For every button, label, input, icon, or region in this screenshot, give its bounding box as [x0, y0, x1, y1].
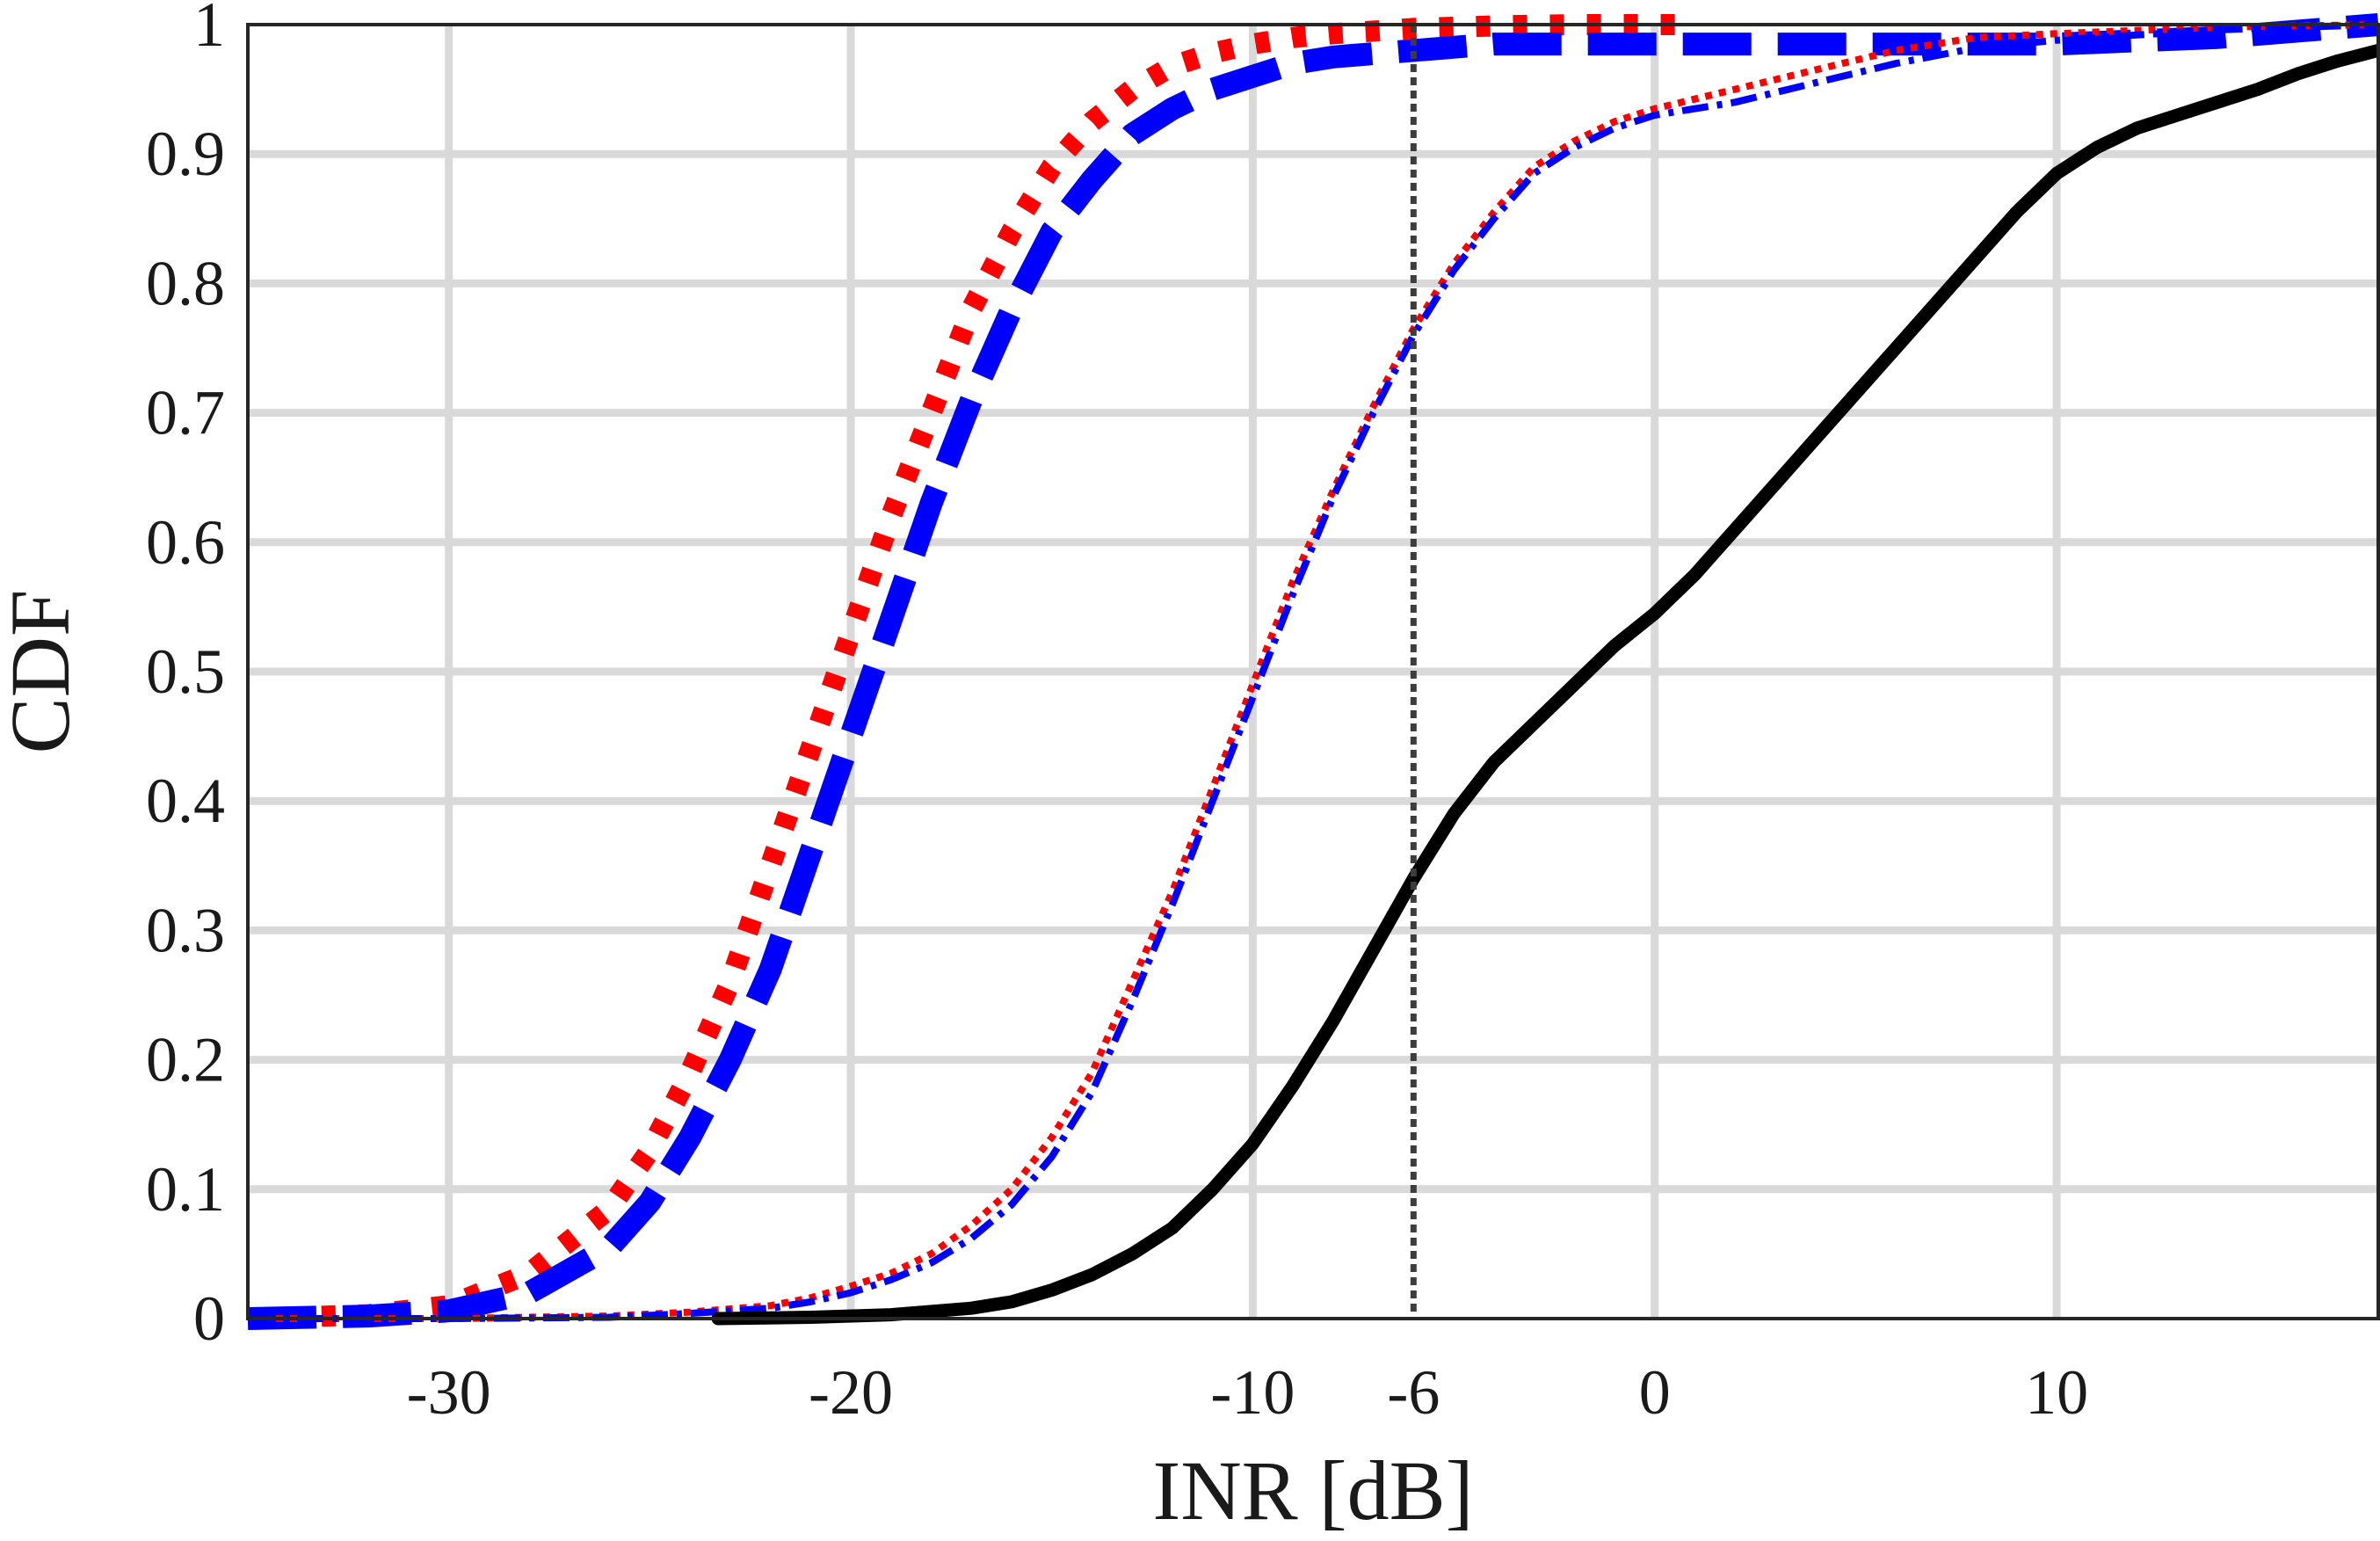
series-line-5	[711, 43, 2380, 1326]
y-tick-label: 0.1	[146, 1154, 225, 1225]
y-tick-labels: 0 0.1 0.2 0.3 0.4 0.5 0.6 0.7 0.8 0.9 1	[146, 0, 225, 1354]
x-tick-label: -6	[1387, 1357, 1440, 1428]
y-tick-label: 0.2	[146, 1025, 225, 1095]
x-tick-label: -20	[809, 1357, 893, 1428]
y-tick-label: 0.9	[146, 119, 225, 189]
plot-frame	[246, 23, 2380, 1320]
x-tick-label: 10	[2025, 1357, 2088, 1428]
y-tick-label: 0.3	[146, 895, 225, 965]
x-tick-label: -30	[407, 1357, 491, 1428]
y-tick-label: 0.8	[146, 248, 225, 318]
x-tick-labels: -30 -20 -10 -6 0 10	[407, 1357, 2088, 1428]
x-tick-label: -10	[1210, 1357, 1295, 1428]
y-tick-label: 0.4	[146, 766, 225, 836]
series-line-3	[248, 21, 2379, 1322]
y-tick-label: 0	[193, 1283, 225, 1354]
x-axis-title: INR [dB]	[1152, 1443, 1473, 1537]
y-tick-label: 0.6	[146, 507, 225, 578]
y-tick-label: 0.5	[146, 636, 225, 707]
series-layer	[247, 13, 2380, 1330]
series-line-1	[247, 14, 1695, 1329]
y-tick-label: 1	[193, 0, 225, 60]
y-axis-title: CDF	[0, 590, 87, 754]
series-line-2	[247, 13, 2380, 1330]
y-tick-label: 0.7	[146, 378, 225, 448]
x-tick-label: 0	[1639, 1357, 1671, 1428]
